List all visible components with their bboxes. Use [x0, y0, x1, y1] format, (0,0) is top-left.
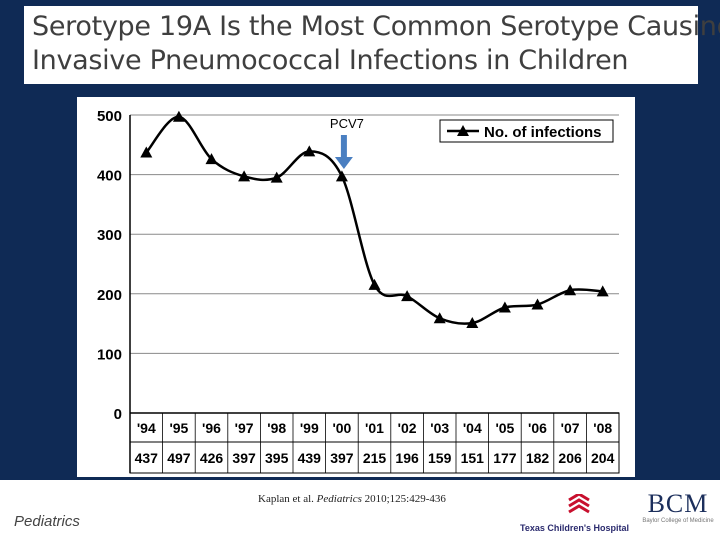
x-tick-label: '94: [137, 420, 156, 436]
data-label: 439: [298, 450, 322, 466]
y-tick-labels: 0 100 200 300 400 500: [97, 108, 122, 423]
data-label: 397: [330, 450, 354, 466]
chart-panel: 0 100 200 300 400 500 '94 437 '95 497 '96 426 '97 39…: [77, 97, 635, 477]
data-point: [498, 301, 511, 313]
bcm-logo: BCM Baylor College of Medicine: [640, 490, 716, 534]
y-tick-label: 500: [97, 108, 122, 125]
annotation-arrow-head: [334, 157, 353, 169]
x-tick-label: '98: [267, 420, 286, 436]
legend-box: [439, 119, 614, 143]
y-tick-label: 200: [97, 287, 122, 304]
data-point: [531, 298, 544, 310]
x-tick-label: '02: [398, 420, 417, 436]
legend: No. of infections: [439, 119, 614, 143]
data-label: 204: [591, 450, 615, 466]
data-label: 426: [200, 450, 224, 466]
data-label: 151: [461, 450, 485, 466]
citation-journal: Pediatrics: [316, 493, 362, 505]
data-point: [205, 153, 218, 165]
data-point: [140, 146, 153, 158]
annotation-label: PCV7: [330, 116, 364, 131]
x-tick-label: '07: [561, 420, 580, 436]
legend-label: No. of infections: [484, 124, 602, 141]
x-tick-label: '96: [202, 420, 221, 436]
x-tick-label: '03: [430, 420, 449, 436]
y-tick-label: 100: [97, 346, 122, 363]
slide-title: Serotype 19A Is the Most Common Serotype…: [24, 6, 720, 84]
data-label: 395: [265, 450, 289, 466]
x-tick-label: '99: [300, 420, 319, 436]
data-point: [238, 170, 251, 182]
data-point: [433, 312, 446, 324]
data-label: 215: [363, 450, 387, 466]
x-tick-label: '06: [528, 420, 547, 436]
data-label: 206: [558, 450, 582, 466]
line-chart: 0 100 200 300 400 500 '94 437 '95 497 '96 426 '97 39…: [97, 108, 620, 474]
citation-details: 2010;125:429-436: [361, 493, 446, 505]
data-label: 182: [526, 450, 550, 466]
series-group: [140, 110, 609, 329]
data-point: [466, 317, 479, 329]
x-tick-label: '01: [365, 420, 384, 436]
footer: Pediatrics Kaplan et al. Pediatrics 2010…: [0, 480, 720, 540]
x-tick-label: '00: [332, 420, 351, 436]
data-label: 437: [135, 450, 159, 466]
annotation-arrow-shaft: [340, 135, 347, 159]
data-label: 196: [395, 450, 419, 466]
table-border: [129, 412, 620, 474]
data-label: 177: [493, 450, 517, 466]
y-tick-label: 0: [114, 406, 122, 423]
x-category-table: '94 437 '95 497 '96 426 '97 397 '98 395 '99 439 '00 3…: [129, 412, 620, 474]
tch-logo-text: Texas Children's Hospital: [520, 523, 630, 533]
data-label: 159: [428, 450, 452, 466]
x-tick-label: '97: [235, 420, 254, 436]
data-point: [270, 171, 283, 183]
tch-logo: Texas Children's Hospital: [520, 494, 638, 534]
data-point: [596, 285, 609, 297]
data-point: [335, 170, 348, 182]
x-tick-label: '08: [593, 420, 612, 436]
title-line-2: Invasive Pneumococcal Infections in Chil…: [32, 45, 629, 76]
y-tick-label: 400: [97, 168, 122, 185]
data-point: [564, 284, 577, 296]
tch-mark-icon: [568, 494, 590, 514]
title-line-1: Serotype 19A Is the Most Common Serotype…: [32, 11, 720, 42]
citation: Kaplan et al. Pediatrics 2010;125:429-43…: [258, 493, 446, 505]
annotation-group: PCV7: [330, 116, 364, 169]
data-point: [172, 110, 185, 122]
data-label: 397: [232, 450, 256, 466]
x-tick-label: '05: [495, 420, 514, 436]
bcm-logo-text: BCM: [647, 489, 709, 518]
citation-authors: Kaplan et al.: [258, 493, 317, 505]
series-line: [145, 115, 603, 325]
legend-marker: [457, 125, 469, 136]
data-label: 497: [167, 450, 191, 466]
data-point: [303, 145, 316, 157]
x-tick-label: '04: [463, 420, 482, 436]
footer-label: Pediatrics: [14, 513, 80, 530]
y-tick-label: 300: [97, 227, 122, 244]
x-tick-label: '95: [169, 420, 188, 436]
data-point: [401, 290, 414, 302]
data-point: [368, 278, 381, 290]
bcm-logo-subtext: Baylor College of Medicine: [642, 518, 714, 524]
